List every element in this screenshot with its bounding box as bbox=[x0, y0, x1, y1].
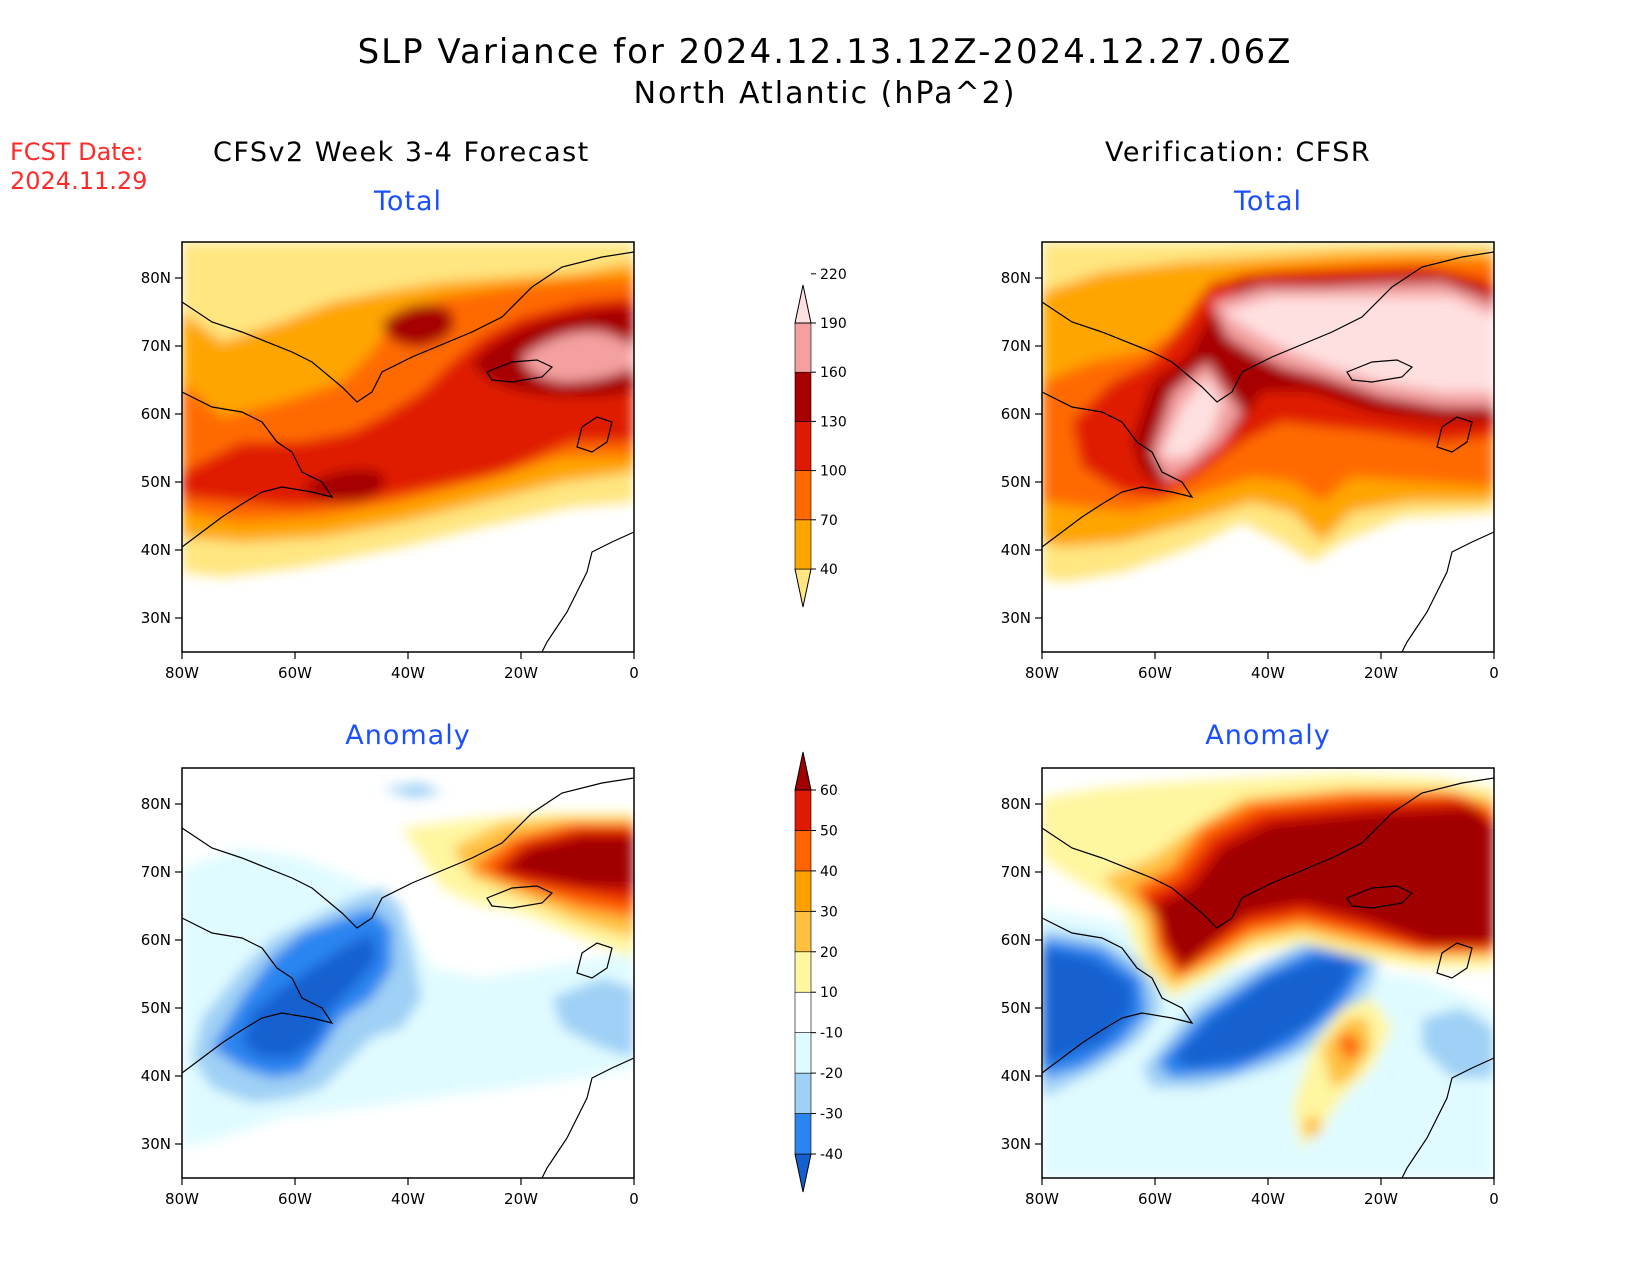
lon-tick-label: 60W bbox=[278, 664, 312, 682]
lat-tick-label: 80N bbox=[1001, 795, 1031, 813]
lat-tick-label: 60N bbox=[141, 931, 171, 949]
colorbar-swatch bbox=[794, 322, 812, 373]
lon-tick-label: 0 bbox=[1489, 1190, 1499, 1208]
colorbar-level-label: 20 bbox=[820, 945, 838, 961]
lon-tick-label: 20W bbox=[504, 1190, 538, 1208]
colorbar-swatch bbox=[794, 911, 812, 953]
colorbar-level-label: 30 bbox=[820, 904, 838, 920]
lon-tick-label: 20W bbox=[1364, 1190, 1398, 1208]
lon-tick-label: 80W bbox=[165, 1190, 199, 1208]
fcst-date: FCST Date: 2024.11.29 bbox=[10, 138, 147, 196]
lon-tick-label: 80W bbox=[165, 664, 199, 682]
lon-tick-label: 40W bbox=[391, 1190, 425, 1208]
lat-tick-label: 50N bbox=[1001, 473, 1031, 491]
colorbar-swatch bbox=[794, 870, 812, 912]
colorbar-level-label: -20 bbox=[820, 1066, 843, 1082]
anomaly-colorbar: -40 -30 -20 -10 10 20 30 40 50 60 bbox=[794, 751, 843, 1193]
forecast-anomaly-map bbox=[181, 767, 635, 1179]
forecast-total-map bbox=[181, 241, 635, 653]
lon-tick-label: 20W bbox=[504, 664, 538, 682]
colorbar-swatch bbox=[794, 1072, 812, 1114]
main-title: SLP Variance for 2024.12.13.12Z-2024.12.… bbox=[357, 32, 1293, 72]
colorbar-swatch bbox=[794, 1032, 812, 1074]
fcst-date-label: FCST Date: bbox=[10, 138, 144, 166]
forecast-anomaly-subtitle: Anomaly bbox=[345, 720, 471, 751]
colorbar-bottom-triangle bbox=[794, 1153, 812, 1193]
lon-tick-label: 40W bbox=[1251, 1190, 1285, 1208]
colorbar-swatch bbox=[794, 951, 812, 993]
colorbar-swatch bbox=[794, 470, 812, 521]
lon-tick-label: 40W bbox=[391, 664, 425, 682]
main-subtitle: North Atlantic (hPa^2) bbox=[633, 76, 1017, 111]
colorbar-level-label: 40 bbox=[820, 562, 838, 578]
colorbar-level-label: 50 bbox=[820, 823, 838, 839]
lon-tick-label: 0 bbox=[629, 1190, 639, 1208]
lat-tick-label: 70N bbox=[141, 337, 171, 355]
lat-tick-label: 80N bbox=[141, 795, 171, 813]
colorbar-bottom-triangle bbox=[794, 568, 812, 608]
lat-tick-label: 30N bbox=[1001, 609, 1031, 627]
lat-tick-label: 50N bbox=[141, 999, 171, 1017]
total-colorbar: 40 70 100 130 160 190 220 bbox=[794, 267, 847, 608]
colorbar-swatch bbox=[794, 789, 812, 831]
lat-tick-label: 60N bbox=[141, 405, 171, 423]
verification-column-header: Verification: CFSR bbox=[1105, 137, 1372, 168]
lat-tick-label: 50N bbox=[141, 473, 171, 491]
lat-tick-label: 70N bbox=[1001, 337, 1031, 355]
lat-tick-label: 40N bbox=[141, 1067, 171, 1085]
colorbar-swatch bbox=[794, 991, 812, 1033]
colorbar-level-label: 60 bbox=[820, 783, 838, 799]
colorbar-level-label: 160 bbox=[820, 365, 847, 381]
lat-tick-label: 80N bbox=[141, 269, 171, 287]
forecast-total-subtitle: Total bbox=[373, 186, 443, 217]
lat-tick-label: 40N bbox=[1001, 1067, 1031, 1085]
colorbar-level-label: 190 bbox=[820, 316, 847, 332]
lat-tick-label: 80N bbox=[1001, 269, 1031, 287]
colorbar-level-label: 130 bbox=[820, 414, 847, 430]
verification-anomaly-map bbox=[1041, 767, 1495, 1179]
colorbar-swatch bbox=[794, 421, 812, 471]
colorbar-swatch bbox=[794, 519, 812, 570]
colorbar-level-label: 40 bbox=[820, 864, 838, 880]
lat-tick-label: 30N bbox=[1001, 1135, 1031, 1153]
colorbar-level-label: 10 bbox=[820, 985, 838, 1001]
lat-tick-label: 30N bbox=[141, 1135, 171, 1153]
colorbar-level-label: -10 bbox=[820, 1026, 843, 1042]
lon-tick-label: 60W bbox=[1138, 664, 1172, 682]
colorbar-level-label: 100 bbox=[820, 464, 847, 480]
lon-tick-label: 60W bbox=[278, 1190, 312, 1208]
verification-total-map bbox=[1041, 241, 1495, 653]
verification-anomaly-subtitle: Anomaly bbox=[1205, 720, 1331, 751]
colorbar-swatch bbox=[794, 371, 812, 422]
lon-tick-label: 80W bbox=[1025, 1190, 1059, 1208]
lon-tick-label: 20W bbox=[1364, 664, 1398, 682]
lat-tick-label: 70N bbox=[1001, 863, 1031, 881]
colorbar-swatch bbox=[794, 1113, 812, 1155]
axis-ticks-layer: 80W 60W 40W 20W 0 80N 70N 60N 50N 40N 30N 80W 60W 40W… bbox=[141, 269, 1499, 1208]
forecast-column-header: CFSv2 Week 3-4 Forecast bbox=[213, 137, 590, 168]
colorbar-swatch bbox=[794, 830, 812, 872]
colorbar-level-label: -30 bbox=[820, 1107, 843, 1123]
lon-tick-label: 80W bbox=[1025, 664, 1059, 682]
lon-tick-label: 0 bbox=[1489, 664, 1499, 682]
verification-total-subtitle: Total bbox=[1233, 186, 1303, 217]
lon-tick-label: 60W bbox=[1138, 1190, 1172, 1208]
lon-tick-label: 0 bbox=[629, 664, 639, 682]
lat-tick-label: 30N bbox=[141, 609, 171, 627]
colorbar-top-triangle bbox=[794, 751, 812, 791]
lat-tick-label: 70N bbox=[141, 863, 171, 881]
lat-tick-label: 40N bbox=[141, 541, 171, 559]
colorbar-top-triangle bbox=[794, 284, 812, 324]
lat-tick-label: 60N bbox=[1001, 931, 1031, 949]
colorbar-level-label: 70 bbox=[820, 513, 838, 529]
lat-tick-label: 40N bbox=[1001, 541, 1031, 559]
lon-tick-label: 40W bbox=[1251, 664, 1285, 682]
colorbar-level-label: -40 bbox=[820, 1147, 843, 1163]
fcst-date-value: 2024.11.29 bbox=[10, 167, 148, 195]
lat-tick-label: 50N bbox=[1001, 999, 1031, 1017]
lat-tick-label: 60N bbox=[1001, 405, 1031, 423]
colorbar-level-label: 220 bbox=[820, 267, 847, 283]
